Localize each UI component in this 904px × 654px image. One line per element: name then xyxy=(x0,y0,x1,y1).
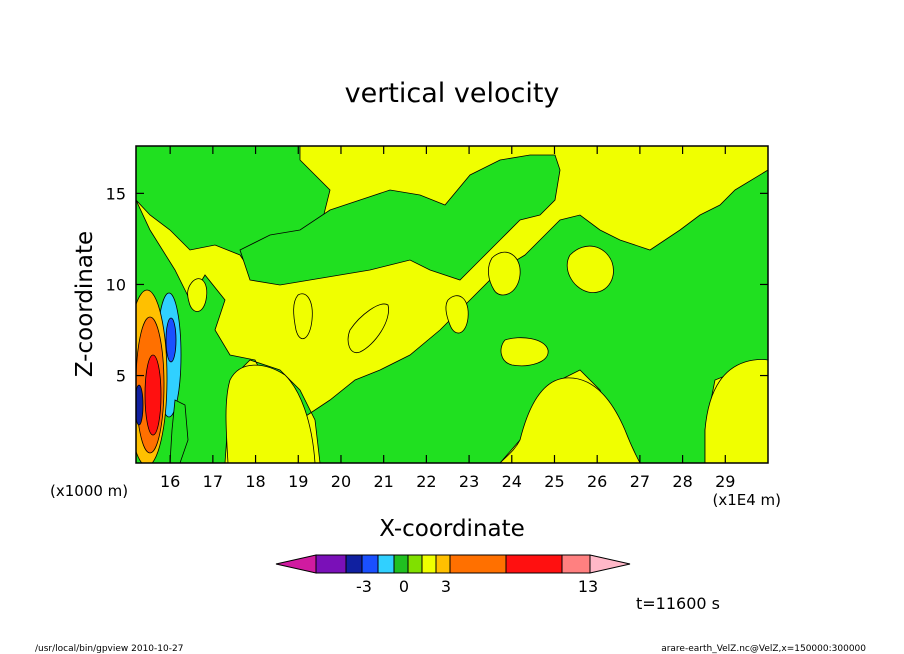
field-patch-positive xyxy=(566,245,614,293)
colorbar-bin xyxy=(361,554,379,574)
y-tick-label: 10 xyxy=(106,275,126,294)
x-axis-title: X-coordinate xyxy=(379,516,525,542)
x-axis: 16 17 18 19 20 21 22 23 24 25 26 27 28 29 xyxy=(160,146,735,491)
colorbar-labels: -3 0 3 13 xyxy=(356,577,598,596)
colorbar-label: 3 xyxy=(441,577,451,596)
x-tick-label: 24 xyxy=(502,472,522,491)
x-tick-label: 29 xyxy=(715,472,735,491)
colorbar-bin xyxy=(345,554,363,574)
field-patch-positive xyxy=(225,364,316,463)
colorbar-arrow-low xyxy=(275,554,317,574)
x-tick-label: 20 xyxy=(331,472,351,491)
footer-left: /usr/local/bin/gpview 2010-10-27 xyxy=(35,644,183,654)
field-patch-positive xyxy=(347,303,389,354)
x-tick-label: 16 xyxy=(160,472,180,491)
colorbar-bin xyxy=(505,554,563,574)
x-tick-label: 26 xyxy=(587,472,607,491)
colorbar-label: 0 xyxy=(399,577,409,596)
colorbar-bin xyxy=(561,554,591,574)
field-patch-positive xyxy=(499,377,641,463)
chart-title: vertical velocity xyxy=(345,78,560,109)
x-unit-left: (x1000 m) xyxy=(50,482,128,500)
x-tick-label: 22 xyxy=(416,472,436,491)
colorbar-bin xyxy=(393,554,409,574)
colorbar-label: -3 xyxy=(356,577,372,596)
footer-right: arare-earth_VelZ.nc@VelZ,x=150000:300000 xyxy=(661,644,866,654)
field-core-negative-inner xyxy=(165,317,177,363)
field-region-mid-green xyxy=(239,154,561,286)
x-tick-label: 19 xyxy=(288,472,308,491)
colorbar-label: 13 xyxy=(578,577,598,596)
x-tick-label: 17 xyxy=(203,472,223,491)
colorbar-bin xyxy=(315,554,347,574)
x-tick-label: 27 xyxy=(630,472,650,491)
x-tick-label: 18 xyxy=(245,472,265,491)
field-core-positive-3 xyxy=(144,354,162,436)
field-patch-positive xyxy=(488,251,521,296)
field-patch-positive xyxy=(293,293,313,340)
plot-frame xyxy=(135,145,769,464)
y-axis: 5 10 15 xyxy=(106,184,768,386)
time-label: t=11600 s xyxy=(636,594,720,613)
plot-area xyxy=(136,146,768,463)
colorbar-bin xyxy=(421,554,437,574)
field-edge-wisps xyxy=(169,399,189,463)
y-axis-title: Z-coordinate xyxy=(72,231,98,377)
colorbar-arrow-high xyxy=(589,554,631,574)
x-unit-right: (x1E4 m) xyxy=(712,491,781,509)
x-tick-label: 28 xyxy=(672,472,692,491)
colorbar-bin xyxy=(407,554,423,574)
colorbar-bin xyxy=(377,554,395,574)
y-tick-label: 15 xyxy=(106,184,126,203)
field-patch-positive xyxy=(445,295,469,334)
field-core-negative-edge xyxy=(136,384,144,426)
field-patch-positive xyxy=(187,278,208,312)
field-patch-positive xyxy=(500,337,549,367)
colorbar-bin xyxy=(435,554,451,574)
colorbar-bin xyxy=(449,554,507,574)
x-tick-label: 25 xyxy=(544,472,564,491)
x-tick-label: 23 xyxy=(459,472,479,491)
colorbar xyxy=(275,554,631,574)
x-tick-label: 21 xyxy=(373,472,393,491)
y-tick-label: 5 xyxy=(116,367,126,386)
